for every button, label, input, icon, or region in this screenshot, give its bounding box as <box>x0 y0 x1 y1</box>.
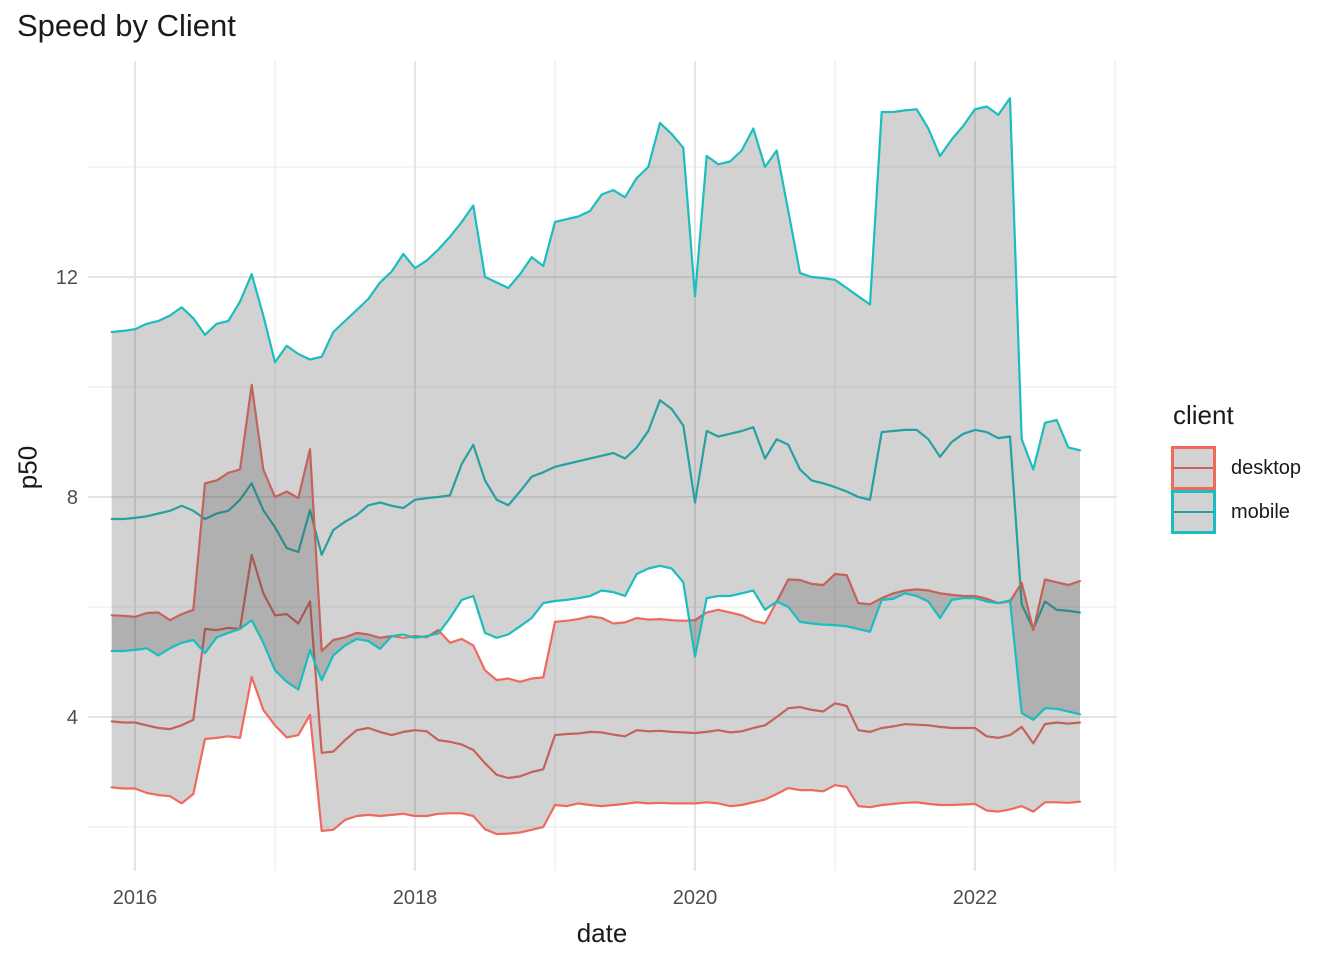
mobile-upper-line <box>110 97 1082 471</box>
legend: client desktop mobile <box>1171 400 1344 534</box>
plot-title: Speed by Client <box>17 8 236 43</box>
legend-label-desktop: desktop <box>1231 456 1302 479</box>
legend-key-desktop-veil <box>1174 449 1213 487</box>
desktop-median-line <box>110 553 1082 780</box>
mobile-lower-line <box>110 564 1082 721</box>
desktop-ribbon <box>111 384 1080 835</box>
x-axis-title: date <box>576 918 628 948</box>
x-tick-label: 2022 <box>953 887 998 909</box>
legend-key-desktop-swatch <box>1171 446 1216 490</box>
legend-key-mobile-veil <box>1174 493 1213 531</box>
y-tick-label: 4 <box>67 707 78 729</box>
legend-item-desktop: desktop <box>1171 446 1344 490</box>
legend-title: client <box>1173 400 1234 430</box>
legend-item-mobile: mobile <box>1171 490 1344 534</box>
desktop-lower-line <box>110 675 1082 836</box>
y-axis-title: p50 <box>12 445 43 490</box>
mobile-ribbon <box>111 98 1080 720</box>
legend-key-mobile-swatch <box>1171 490 1216 534</box>
x-tick-label: 2018 <box>393 887 438 909</box>
x-tick-label: 2016 <box>113 887 158 909</box>
x-tick-label: 2020 <box>673 887 718 909</box>
legend-label-mobile: mobile <box>1231 500 1290 523</box>
y-tick-label: 8 <box>67 487 78 509</box>
y-tick-label: 12 <box>56 267 78 289</box>
legend-key-desktop-line <box>1174 466 1213 470</box>
legend-key-mobile-line <box>1174 510 1213 514</box>
mobile-median-line <box>110 399 1082 631</box>
desktop-upper-line <box>110 383 1082 683</box>
